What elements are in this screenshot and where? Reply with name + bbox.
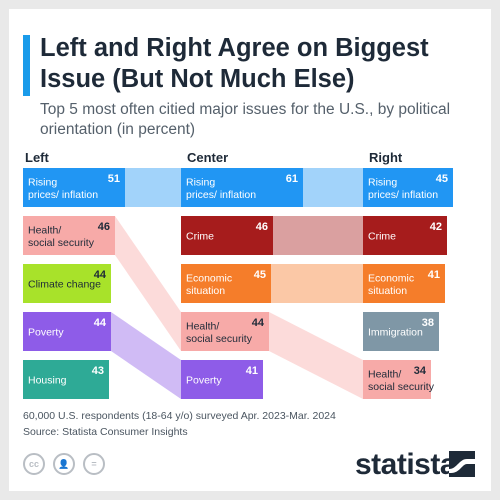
bar-label: Health/social security [28,224,95,249]
connector-crime [273,216,363,255]
bar-center-economic-situation[interactable] [181,264,271,303]
bar-label: Climate change [28,279,101,291]
bar-group-left-poverty[interactable]: Poverty 44 [23,312,111,351]
connector-health-social-security [269,312,363,399]
column-header-right: Right [369,150,403,165]
bar-center-rising-prices-inflation[interactable] [181,168,303,207]
bar-left-rising-prices-inflation[interactable] [23,168,125,207]
chart-subtitle: Top 5 most often citied major issues for… [40,101,451,138]
bar-right-health-social-security[interactable] [363,360,431,399]
title-accent-bar [23,35,30,96]
bar-label: Economic situation [186,272,232,297]
connector-poverty [111,312,181,399]
value-label: 42 [430,221,442,233]
value-label: 44 [94,317,107,329]
bar-label: Poverty [186,375,222,387]
value-label: 45 [254,269,266,281]
value-label: 41 [428,269,440,281]
connector-rising-prices-inflation [303,168,363,207]
bar-left-climate-change[interactable] [23,264,111,303]
value-label: 34 [414,365,427,377]
footnotes: 60,000 U.S. respondents (18-64 y/o) surv… [23,408,336,440]
statista-logo-text[interactable]: statista [355,448,457,481]
column-header-center: Center [187,150,229,165]
statista-logo-icon [449,451,475,477]
bar-label: Crime [186,231,214,243]
bar-label: Housing [28,375,67,387]
bar-label: Health/social security [368,368,435,393]
bar-group-center-crime[interactable]: Crime 46 [181,216,273,255]
bar-label: Rising prices/ inflation [186,176,256,201]
connector-health-social-security [115,216,181,351]
value-label: 51 [108,173,120,185]
bar-group-right-economic-situation[interactable]: Economic situation 41 [363,264,445,303]
value-label: 38 [422,317,434,329]
bar-center-poverty[interactable] [181,360,263,399]
bar-left-housing[interactable] [23,360,109,399]
value-label: 41 [246,365,258,377]
bar-label: Rising prices/ inflation [368,176,438,201]
bar-left-health-social-security[interactable] [23,216,115,255]
bar-label: Poverty [28,327,64,339]
survey-note: 60,000 U.S. respondents (18-64 y/o) surv… [23,410,336,422]
value-label: 46 [256,221,268,233]
connector-layer [111,168,363,399]
column-header-left: Left [25,150,49,165]
bar-group-left-rising-prices-inflation[interactable]: Rising prices/ inflation 51 [23,168,125,207]
bar-group-right-crime[interactable]: Crime 42 [363,216,447,255]
bar-center-crime[interactable] [181,216,273,255]
bar-label: Health/social security [186,320,253,345]
connector-economic-situation [271,264,363,303]
value-label: 44 [252,317,265,329]
bar-left-poverty[interactable] [23,312,111,351]
bar-label: Immigration [368,327,423,339]
value-label: 43 [92,365,104,377]
value-label: 61 [286,173,298,185]
chart-title: Left and Right Agree on Biggest Issue (B… [40,34,429,93]
no-derivatives-icon[interactable]: = [83,453,105,475]
value-label: 45 [436,173,448,185]
bar-group-left-housing[interactable]: Housing 43 [23,360,109,399]
source-note: Source: Statista Consumer Insights [23,426,188,438]
bar-right-crime[interactable] [363,216,447,255]
bar-group-center-economic-situation[interactable]: Economic situation 45 [181,264,271,303]
bar-center-health-social-security[interactable] [181,312,269,351]
bar-group-center-poverty[interactable]: Poverty 41 [181,360,263,399]
bar-right-rising-prices-inflation[interactable] [363,168,453,207]
attribution-icon[interactable]: 👤 [53,453,75,475]
bar-group-center-rising-prices-inflation[interactable]: Rising prices/ inflation 61 [181,168,303,207]
bar-label: Rising prices/ inflation [28,176,98,201]
value-label: 44 [94,269,107,281]
bar-label: Crime [368,231,396,243]
bar-label: Economic situation [368,272,414,297]
bar-right-immigration[interactable] [363,312,439,351]
value-label: 46 [98,221,110,233]
cc-icon[interactable]: cc [23,453,45,475]
bar-right-economic-situation[interactable] [363,264,445,303]
connector-rising-prices-inflation [125,168,181,207]
